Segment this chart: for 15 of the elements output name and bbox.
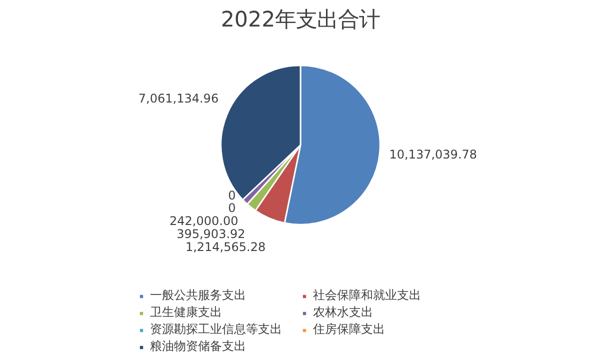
data-label: 1,214,565.28 <box>185 240 266 254</box>
legend-label: 卫生健康支出 <box>150 304 223 321</box>
data-label: 395,903.92 <box>176 227 246 242</box>
chart-title: 2022年支出合计 <box>220 8 380 32</box>
data-label: 10,137,039.78 <box>389 147 478 162</box>
legend-label: 一般公共服务支出 <box>150 287 247 304</box>
legend-label: 粮油物资储备支出 <box>150 338 247 355</box>
data-label: 242,000.00 <box>170 214 238 228</box>
text: 0 <box>228 201 236 216</box>
legend-label: 农林水支出 <box>313 304 374 321</box>
legend-label: 社会保障和就业支出 <box>313 287 422 304</box>
legend-label: 住房保障支出 <box>313 321 386 338</box>
data-label: 7,061,134.96 <box>138 92 219 106</box>
text: 0 <box>228 188 236 202</box>
legend-label: 资源勘探工业信息等支出 <box>150 321 283 338</box>
